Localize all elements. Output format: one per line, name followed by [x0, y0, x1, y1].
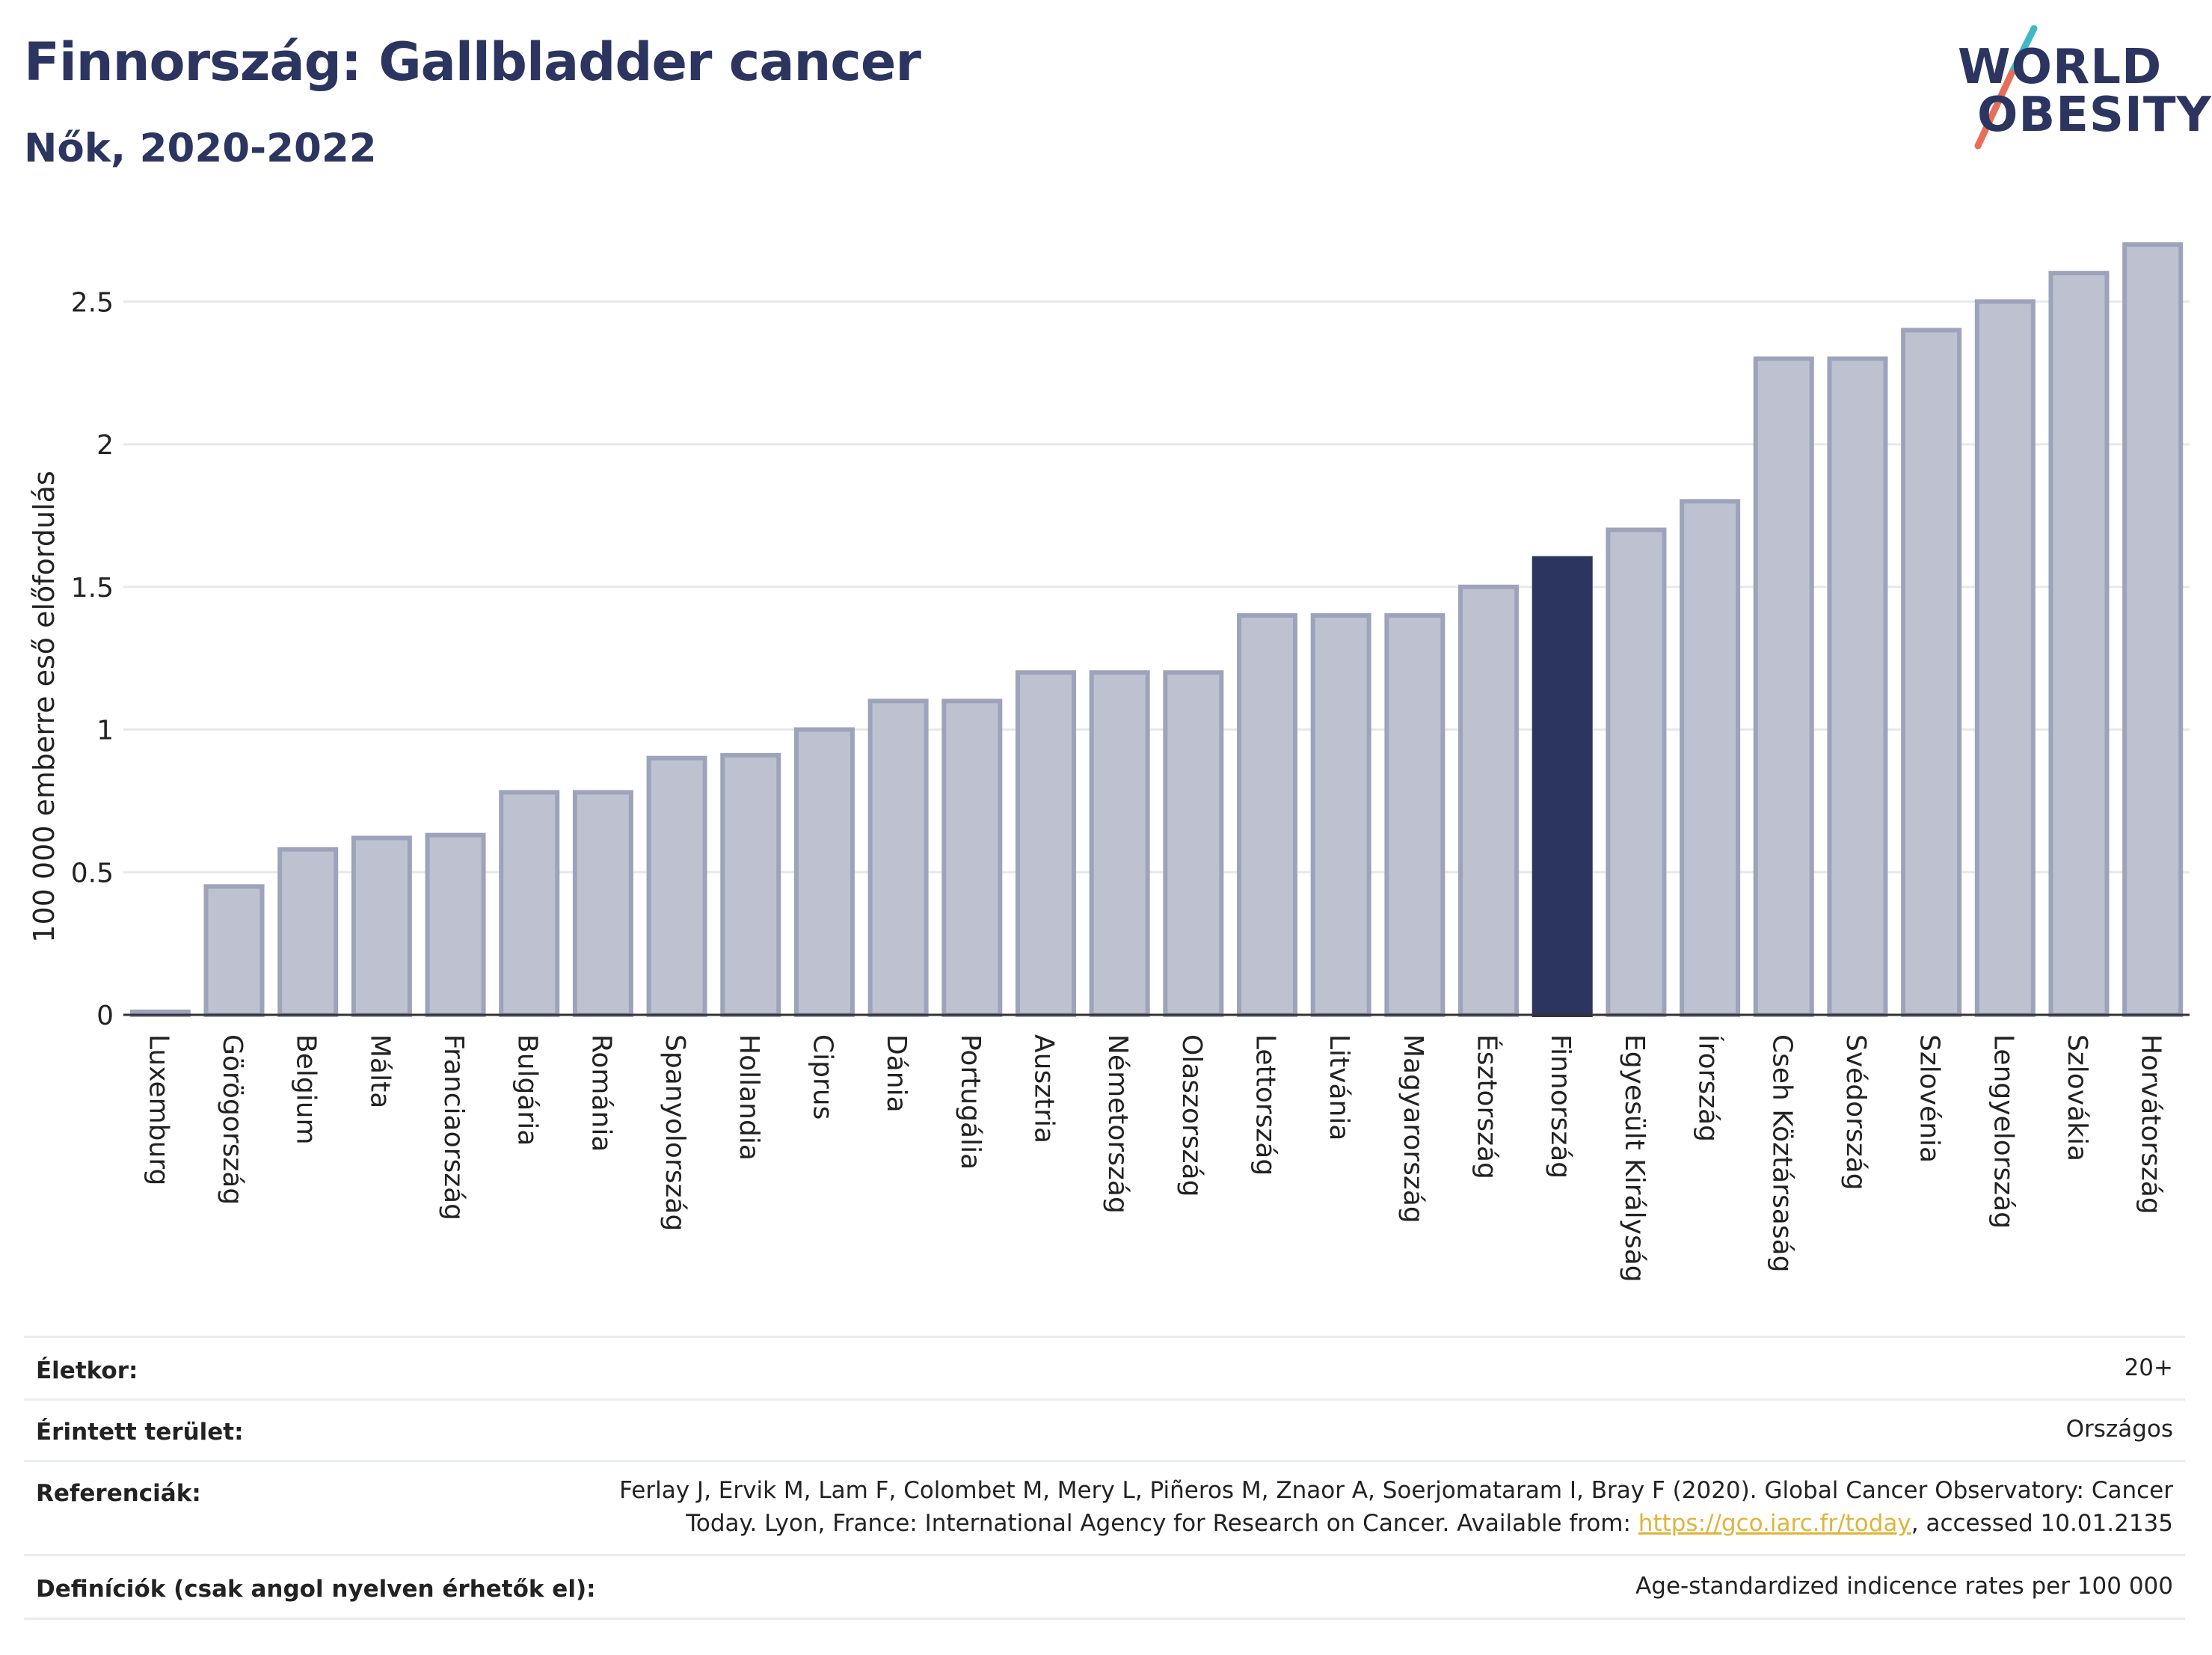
x-tick-label: Olaszország [1176, 1034, 1207, 1197]
y-tick-label: 1 [96, 716, 114, 746]
x-tick-label: Írország [1693, 1034, 1724, 1142]
x-tick-label: Lengyelország [1988, 1034, 2018, 1229]
x-tick-label: Horvátország [2136, 1034, 2166, 1215]
bar [1310, 612, 1371, 1017]
y-axis-ticks: 0 0.5 1 1.5 2 2.5 [71, 287, 114, 1031]
definition-value: Age-standardized indicence rates per 100… [1635, 1573, 2173, 1600]
bar [1015, 670, 1076, 1017]
x-tick-label: Görögország [217, 1034, 248, 1205]
y-tick-label: 0.5 [71, 858, 114, 888]
x-tick-label: Lettország [1250, 1034, 1281, 1176]
bar [499, 790, 560, 1017]
bar [793, 727, 855, 1017]
age-value: 20+ [2124, 1354, 2173, 1381]
bar [1974, 299, 2036, 1017]
x-tick-label: Belgium [291, 1034, 322, 1145]
x-axis-ticks: Luxemburg Görögország Belgium Málta Franciao… [143, 1034, 2166, 1283]
x-tick-label: Hollandia [734, 1034, 764, 1161]
bar [646, 755, 707, 1018]
x-tick-label: Portugália [955, 1034, 986, 1170]
reference-line-2-prefix: Today. Lyon, France: International Agenc… [686, 1510, 1638, 1537]
x-tick-label: Ciprus [807, 1034, 838, 1120]
bar [203, 884, 265, 1018]
x-tick-label: Egyesült Királyság [1619, 1034, 1650, 1283]
reference-row: Referenciák: Ferlay J, Ervik M, Lam F, C… [24, 1460, 2185, 1556]
bar [1753, 356, 1814, 1017]
y-tick-label: 0 [96, 1001, 114, 1031]
reference-text: Ferlay J, Ervik M, Lam F, Colombet M, Me… [619, 1474, 2173, 1540]
logo-line-2: OBESITY [1977, 87, 2212, 143]
reference-label: Referenciák: [36, 1480, 201, 1507]
y-tick-label: 2 [96, 430, 114, 461]
bar [572, 790, 633, 1017]
age-row: Életkor: 20+ [24, 1336, 2185, 1401]
x-tick-label: Franciaország [438, 1034, 469, 1220]
page-title: Finnország: Gallbladder cancer [24, 31, 921, 93]
x-tick-label: Spanyolország [660, 1034, 690, 1231]
reference-link[interactable]: https://gco.iarc.fr/today [1638, 1510, 1911, 1537]
reference-line-2: Today. Lyon, France: International Agenc… [619, 1507, 2173, 1540]
logo-slash-icon [1974, 25, 2038, 150]
reference-line-2-suffix: , accessed 10.01.2135 [1911, 1510, 2173, 1537]
x-tick-label: Litvánia [1324, 1034, 1354, 1140]
definition-row: Definíciók (csak angol nyelven érhetők e… [24, 1554, 2185, 1620]
x-tick-label: Szlovákia [2062, 1034, 2092, 1161]
bar-chart: 0 0.5 1 1.5 2 2.5 100 000 emberre eső előford… [28, 242, 2190, 1283]
bar [1458, 584, 1520, 1017]
x-tick-label: Dánia [881, 1034, 912, 1113]
x-tick-label: Szlovénia [1914, 1034, 1945, 1163]
bar [1827, 356, 1888, 1017]
x-tick-label: Ausztria [1028, 1034, 1059, 1143]
x-tick-label: Bulgária [512, 1034, 543, 1146]
x-tick-label: Svédország [1840, 1034, 1871, 1191]
bar [277, 847, 339, 1017]
bar [425, 832, 486, 1017]
definition-label: Definíciók (csak angol nyelven érhetők e… [36, 1576, 596, 1603]
bars [129, 242, 2184, 1018]
bar [720, 752, 781, 1018]
x-tick-label: Finnország [1545, 1034, 1576, 1179]
page-subtitle: Nők, 2020-2022 [24, 126, 377, 171]
bar [867, 698, 929, 1017]
x-tick-label: Málta [364, 1034, 395, 1108]
y-tick-label: 2.5 [71, 287, 114, 318]
bar [351, 835, 412, 1017]
bar [1901, 328, 1962, 1017]
y-axis-label: 100 000 emberre eső előfordulás [28, 470, 61, 942]
area-row: Érintett terület: Országos [24, 1398, 2185, 1462]
age-label: Életkor: [36, 1357, 138, 1384]
x-tick-label: Luxemburg [143, 1034, 173, 1185]
y-tick-label: 1.5 [71, 573, 114, 604]
area-label: Érintett terület: [36, 1419, 244, 1446]
bar [1384, 612, 1446, 1017]
world-obesity-logo: WORLD OBESITY [1944, 22, 2211, 157]
x-tick-label: Románia [586, 1034, 616, 1152]
bar [1606, 527, 1667, 1017]
bar [941, 698, 1003, 1017]
logo-line-1: WORLD [1958, 40, 2163, 95]
bar [2122, 242, 2184, 1017]
x-tick-label: Észtország [1472, 1034, 1503, 1179]
bar-highlight [1531, 556, 1593, 1017]
area-value: Országos [2065, 1416, 2173, 1443]
bar [1089, 670, 1150, 1017]
x-tick-label: Németország [1102, 1034, 1133, 1214]
bar [1237, 612, 1298, 1017]
bar [2048, 271, 2110, 1018]
reference-line-1: Ferlay J, Ervik M, Lam F, Colombet M, Me… [619, 1477, 2173, 1504]
bar [1680, 499, 1741, 1017]
bar [1163, 670, 1224, 1017]
x-tick-label: Cseh Köztársaság [1766, 1034, 1797, 1273]
x-tick-label: Magyarország [1398, 1034, 1428, 1223]
